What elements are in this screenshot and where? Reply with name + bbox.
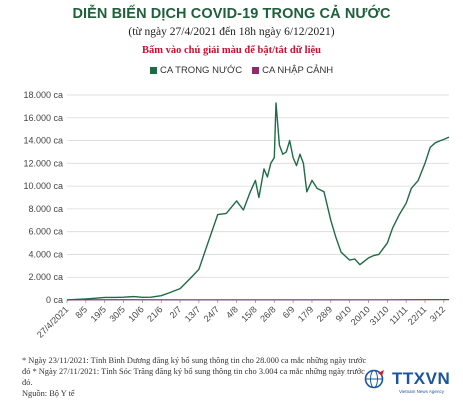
- x-tick-label: 27/4/2021: [35, 304, 70, 339]
- legend-item-domestic[interactable]: CA TRONG NƯỚC: [150, 65, 242, 76]
- y-tick-label: 2.000 ca: [28, 272, 63, 282]
- x-tick-label: 28/9: [315, 304, 334, 323]
- y-tick-label: 0 ca: [46, 295, 63, 305]
- y-tick-label: 6.000 ca: [28, 227, 63, 237]
- y-tick-label: 12.000 ca: [23, 158, 63, 168]
- y-tick-label: 18.000 ca: [23, 90, 63, 100]
- series-line-domestic: [66, 102, 450, 301]
- x-tick-label: 22/11: [406, 304, 429, 327]
- x-tick-label: 2/7: [168, 304, 184, 320]
- x-tick-label: 20/10: [349, 304, 372, 327]
- y-tick-label: 16.000 ca: [23, 113, 63, 123]
- x-tick-label: 19/5: [89, 304, 108, 323]
- chart-title: DIỄN BIẾN DỊCH COVID-19 TRONG CẢ NƯỚC: [72, 6, 391, 22]
- x-tick-label: 10/6: [126, 304, 145, 323]
- y-tick-label: 10.000 ca: [23, 181, 63, 191]
- legend-swatch-imported: [252, 67, 260, 74]
- footnotes: * Ngày 23/11/2021: Tỉnh Bình Dương đăng …: [22, 355, 367, 399]
- y-tick-label: 8.000 ca: [28, 204, 63, 214]
- legend-swatch-domestic: [150, 67, 157, 74]
- x-tick-label: 8/5: [73, 304, 89, 320]
- x-tick-label: 15/8: [239, 304, 258, 323]
- x-tick-label: 13/7: [183, 304, 202, 323]
- legend-item-imported[interactable]: CA NHẬP CẢNH: [252, 65, 333, 76]
- legend-instruction: Bấm vào chú giải màu để bật/tắt dữ liệu: [142, 45, 321, 56]
- x-tick-label: 30/5: [107, 304, 126, 323]
- legend-label-domestic: CA TRONG NƯỚC: [160, 65, 243, 76]
- logo-subtext: Vietnam News Agency: [399, 389, 444, 394]
- logo-text: TTXVN: [392, 369, 451, 388]
- y-tick-label: 4.000 ca: [28, 249, 63, 259]
- x-tick-label: 3/12: [428, 304, 447, 323]
- globe-icon: [364, 369, 384, 389]
- chart-subtitle: (từ ngày 27/4/2021 đến 18h ngày 6/12/202…: [128, 26, 335, 38]
- x-tick-label: 4/8: [224, 304, 240, 320]
- footnote: * Ngày 23/11/2021: Tỉnh Bình Dương đăng …: [22, 356, 367, 387]
- legend-label-imported: CA NHẬP CẢNH: [262, 65, 334, 76]
- x-tick-label: 17/9: [296, 304, 315, 323]
- agency-logo: TTXVN: [364, 369, 450, 389]
- source-note: Nguồn: Bộ Y tế: [22, 389, 75, 398]
- legend: CA TRONG NƯỚC CA NHẬP CẢNH: [150, 65, 333, 76]
- x-tick-label: 6/9: [281, 304, 297, 320]
- y-tick-label: 14.000 ca: [23, 136, 63, 146]
- x-tick-label: 21/6: [145, 304, 164, 323]
- x-tick-label: 26/8: [258, 304, 277, 323]
- line-chart: 0 ca 2.000 ca 4.000 ca 6.000 ca 8.000 ca 10.0…: [23, 90, 450, 340]
- x-tick-label: 11/11: [388, 304, 410, 326]
- x-tick-label: 24/7: [202, 304, 221, 323]
- x-tick-label: 31/10: [368, 304, 391, 327]
